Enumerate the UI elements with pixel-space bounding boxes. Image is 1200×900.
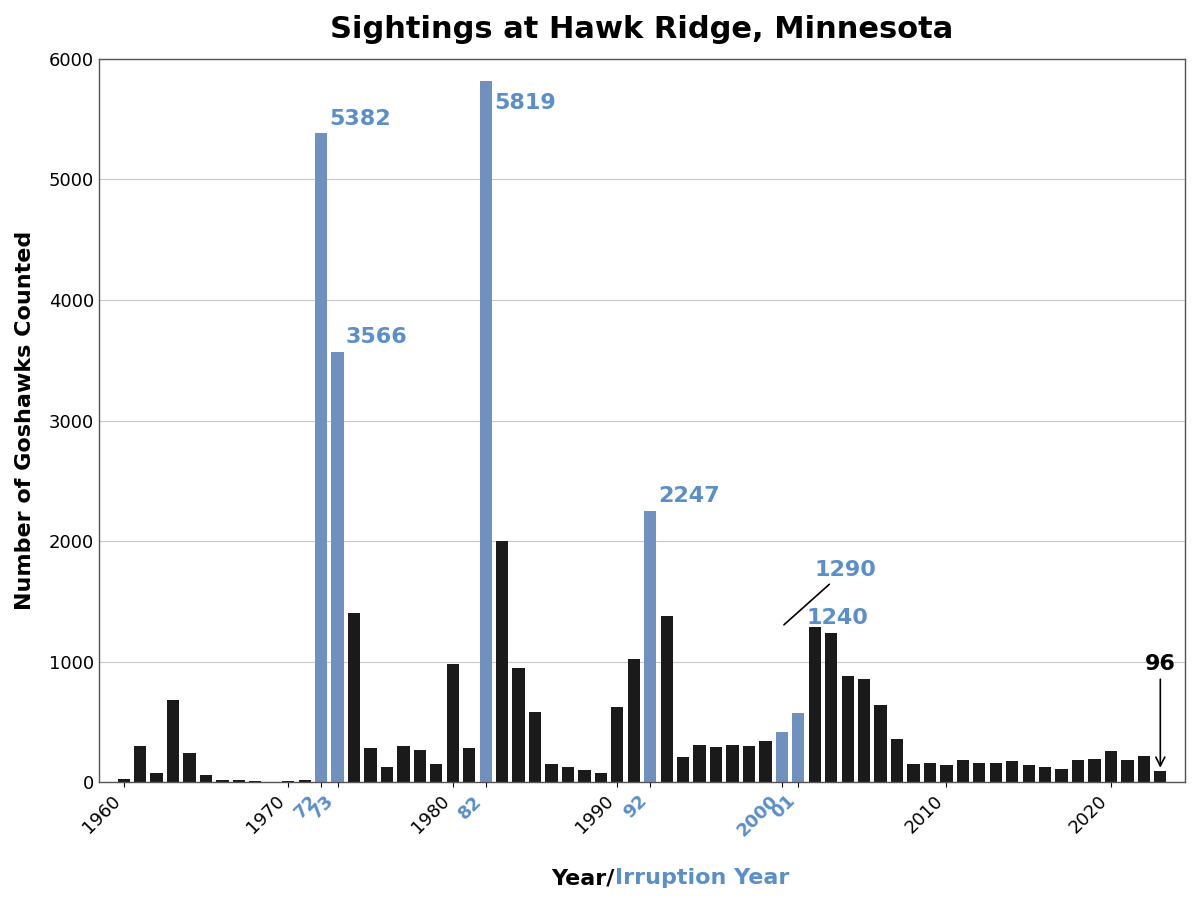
Bar [118, 778, 130, 782]
Bar [956, 760, 970, 782]
Bar [250, 781, 262, 782]
Bar [890, 739, 904, 782]
Bar [710, 747, 722, 782]
Y-axis label: Number of Goshawks Counted: Number of Goshawks Counted [14, 231, 35, 610]
Bar [743, 746, 755, 782]
Text: 3566: 3566 [346, 328, 408, 347]
Bar [184, 753, 196, 782]
Bar [760, 742, 772, 782]
Bar [1056, 769, 1068, 782]
Bar [365, 749, 377, 782]
Bar [1072, 760, 1085, 782]
Bar [496, 541, 509, 782]
Bar [628, 659, 640, 782]
Text: 2247: 2247 [659, 487, 720, 507]
Text: 1240: 1240 [806, 608, 869, 628]
Bar [973, 763, 985, 782]
Bar [775, 732, 788, 782]
Text: 96: 96 [1145, 653, 1176, 766]
Bar [694, 745, 706, 782]
Bar [545, 764, 558, 782]
Bar [726, 745, 739, 782]
Bar [134, 746, 146, 782]
Bar [1138, 756, 1150, 782]
Bar [1154, 770, 1166, 782]
Bar [397, 746, 409, 782]
Title: Sightings at Hawk Ridge, Minnesota: Sightings at Hawk Ridge, Minnesota [330, 15, 954, 44]
Bar [644, 511, 656, 782]
Bar [348, 614, 360, 782]
Bar [826, 633, 838, 782]
Bar [660, 616, 673, 782]
Bar [1105, 751, 1117, 782]
Bar [578, 770, 590, 782]
Bar [380, 767, 394, 782]
Bar [875, 705, 887, 782]
Bar [907, 764, 919, 782]
Text: Irruption Year: Irruption Year [616, 868, 790, 888]
Bar [512, 668, 524, 782]
Bar [233, 780, 245, 782]
Bar [1022, 765, 1034, 782]
Text: 5819: 5819 [494, 93, 556, 112]
Bar [990, 763, 1002, 782]
Bar [430, 764, 443, 782]
Bar [677, 757, 689, 782]
Bar [562, 767, 574, 782]
Bar [150, 772, 163, 782]
Bar [331, 352, 343, 782]
Bar [858, 679, 870, 782]
Text: Year/: Year/ [552, 868, 616, 888]
Bar [1006, 761, 1019, 782]
Bar [595, 772, 607, 782]
Bar [282, 781, 294, 782]
Bar [611, 707, 624, 782]
Bar [480, 81, 492, 782]
Bar [446, 664, 458, 782]
Bar [809, 626, 821, 782]
Bar [199, 775, 212, 782]
Text: 1290: 1290 [784, 560, 877, 625]
Text: 5382: 5382 [329, 109, 391, 129]
Bar [941, 765, 953, 782]
Bar [1088, 760, 1100, 782]
Bar [463, 749, 475, 782]
Bar [314, 133, 328, 782]
Bar [216, 779, 228, 782]
Bar [529, 712, 541, 782]
Bar [167, 700, 179, 782]
Bar [841, 676, 854, 782]
Bar [1121, 760, 1134, 782]
Bar [1039, 767, 1051, 782]
Bar [414, 750, 426, 782]
Bar [299, 780, 311, 782]
Bar [792, 714, 804, 782]
Bar [924, 763, 936, 782]
